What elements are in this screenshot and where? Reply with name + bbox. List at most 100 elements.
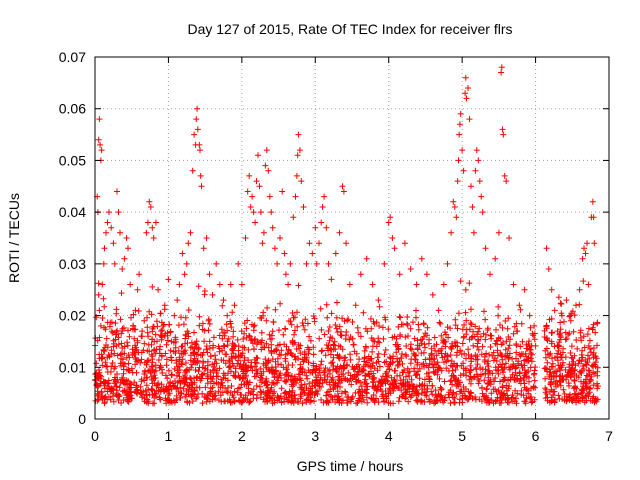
data-point bbox=[553, 383, 559, 390]
data-point bbox=[503, 178, 510, 185]
data-point bbox=[399, 381, 406, 388]
data-point bbox=[130, 349, 137, 356]
data-point bbox=[249, 388, 255, 395]
data-point bbox=[584, 331, 591, 338]
data-point bbox=[280, 331, 287, 338]
data-point bbox=[216, 365, 223, 372]
data-point bbox=[152, 362, 159, 369]
data-point bbox=[521, 398, 528, 405]
data-point bbox=[376, 323, 383, 329]
data-point bbox=[560, 386, 567, 393]
data-point bbox=[523, 341, 530, 348]
data-point bbox=[194, 360, 201, 367]
data-point bbox=[229, 360, 236, 367]
data-point bbox=[115, 209, 122, 216]
data-point bbox=[499, 366, 506, 373]
data-point bbox=[573, 399, 579, 406]
data-point bbox=[325, 260, 332, 267]
data-point bbox=[505, 399, 512, 406]
data-point bbox=[230, 394, 237, 401]
data-point bbox=[175, 322, 182, 329]
data-point bbox=[290, 314, 297, 321]
data-point bbox=[285, 372, 292, 379]
data-point bbox=[587, 385, 594, 391]
data-point bbox=[128, 395, 134, 402]
data-point bbox=[459, 147, 466, 154]
data-point bbox=[326, 324, 333, 330]
data-point bbox=[506, 235, 513, 241]
data-point bbox=[223, 388, 230, 395]
data-point bbox=[413, 387, 420, 394]
data-point bbox=[519, 365, 526, 371]
data-point bbox=[346, 281, 353, 288]
data-point bbox=[583, 380, 590, 387]
data-point bbox=[463, 95, 470, 102]
data-point bbox=[167, 383, 174, 390]
data-point bbox=[557, 300, 564, 307]
data-point bbox=[310, 351, 317, 358]
data-point bbox=[312, 366, 319, 373]
data-point bbox=[592, 329, 599, 336]
data-point bbox=[499, 324, 506, 331]
data-point bbox=[341, 375, 348, 382]
data-point bbox=[547, 381, 554, 388]
data-point bbox=[121, 255, 128, 262]
data-point bbox=[336, 353, 343, 360]
data-point bbox=[113, 342, 120, 349]
data-point bbox=[495, 387, 502, 394]
data-point bbox=[108, 224, 115, 231]
data-point bbox=[554, 350, 561, 357]
data-point bbox=[312, 224, 319, 231]
data-point bbox=[426, 376, 433, 383]
data-point bbox=[436, 375, 443, 382]
data-point bbox=[334, 299, 340, 306]
data-point bbox=[363, 386, 370, 393]
data-point bbox=[521, 380, 528, 387]
x-tick-label: 2 bbox=[238, 428, 246, 444]
data-point bbox=[362, 325, 369, 332]
data-point bbox=[96, 116, 103, 123]
data-point bbox=[269, 356, 276, 363]
data-point bbox=[586, 355, 593, 362]
data-point bbox=[363, 394, 370, 401]
data-point bbox=[364, 399, 371, 406]
data-point bbox=[460, 360, 467, 367]
data-point bbox=[185, 307, 192, 313]
data-point bbox=[313, 376, 320, 383]
data-point bbox=[183, 391, 190, 398]
data-point bbox=[557, 378, 563, 385]
data-point bbox=[408, 376, 415, 383]
data-point bbox=[476, 325, 483, 332]
data-point bbox=[238, 365, 245, 372]
data-point bbox=[501, 172, 508, 179]
x-tick-label: 1 bbox=[165, 428, 173, 444]
data-point bbox=[276, 372, 283, 379]
data-point bbox=[103, 342, 109, 348]
data-point bbox=[114, 327, 121, 334]
data-point bbox=[584, 352, 591, 359]
data-point bbox=[295, 131, 302, 138]
data-point bbox=[248, 359, 255, 366]
data-point bbox=[478, 398, 485, 405]
data-point bbox=[329, 359, 336, 366]
data-point bbox=[505, 315, 512, 322]
data-point bbox=[134, 286, 141, 293]
data-point bbox=[219, 335, 226, 342]
data-point bbox=[515, 358, 522, 365]
data-point bbox=[429, 391, 436, 398]
data-point bbox=[327, 351, 334, 358]
data-point bbox=[102, 393, 109, 400]
data-point bbox=[452, 322, 459, 329]
data-point bbox=[213, 369, 220, 376]
data-point bbox=[567, 368, 574, 375]
data-point bbox=[195, 368, 202, 375]
data-point bbox=[178, 314, 184, 321]
data-point bbox=[290, 214, 297, 221]
data-point bbox=[119, 350, 125, 357]
data-point bbox=[149, 224, 156, 231]
data-point bbox=[306, 346, 313, 353]
data-point bbox=[568, 310, 575, 317]
data-point bbox=[295, 398, 302, 405]
data-point bbox=[188, 393, 195, 400]
data-point bbox=[193, 338, 200, 345]
